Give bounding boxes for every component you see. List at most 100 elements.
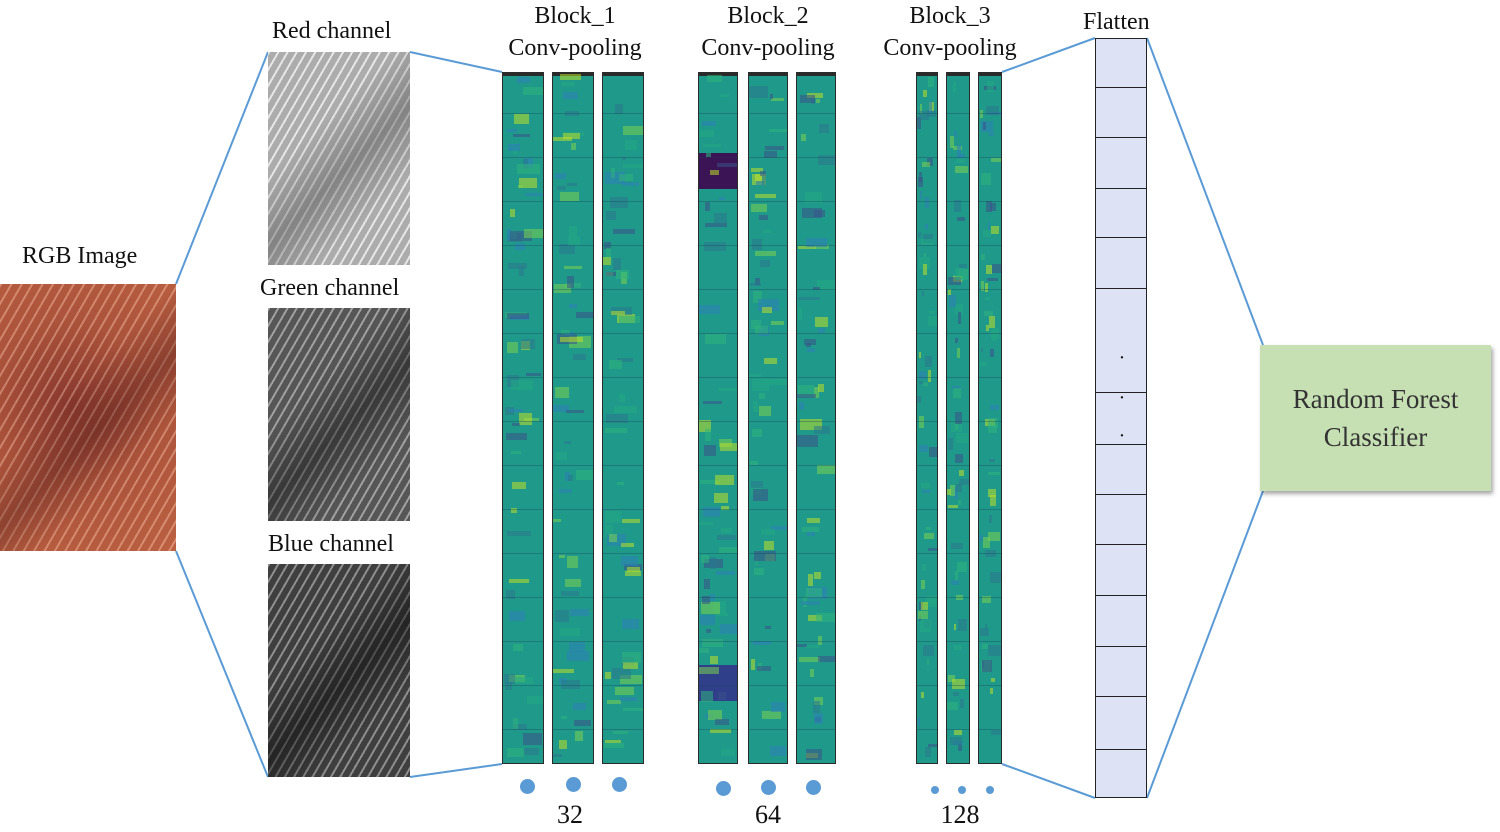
feature-activation (948, 277, 961, 285)
feature-activation (751, 239, 762, 250)
tile-separator (917, 553, 937, 554)
tile-separator (917, 245, 937, 246)
connector-channels-top (409, 51, 503, 73)
feature-activation (564, 111, 579, 116)
feature-activation (980, 348, 983, 352)
tile-separator (603, 641, 643, 642)
feature-activation (623, 126, 643, 135)
feature-activation (818, 656, 835, 662)
feature-activation (519, 178, 537, 188)
feature-activation (917, 396, 921, 403)
feature-activation (721, 528, 732, 533)
flatten-cell-divider (1096, 544, 1146, 545)
feature-activation (559, 192, 580, 201)
feature-activation (758, 393, 765, 399)
feature-activation (720, 506, 729, 510)
feature-activation (561, 680, 580, 689)
feature-activation (569, 609, 589, 616)
tile-separator (797, 157, 835, 158)
flatten-cell-divider (1096, 696, 1146, 697)
feature-activation (982, 230, 991, 237)
feature-activation (509, 579, 529, 583)
feature-activation (955, 423, 958, 430)
tile-separator (603, 421, 643, 422)
feature-activation (797, 644, 807, 647)
feature-activation (526, 696, 543, 704)
tile-separator (699, 201, 737, 202)
feature-activation (506, 748, 524, 757)
feature-activation (613, 229, 635, 234)
tile-separator (749, 553, 787, 554)
feature-activation (559, 489, 573, 493)
feature-activation (573, 720, 591, 726)
feature-activation (988, 489, 997, 497)
feature-activation (764, 541, 775, 550)
feature-activation (523, 733, 543, 745)
tile-separator (603, 245, 643, 246)
tile-separator (947, 113, 969, 114)
feature-activation (925, 527, 932, 530)
feature-activation (511, 482, 527, 489)
tile-separator (749, 685, 787, 686)
connector-flatten-top (1146, 37, 1264, 346)
feature-activation (567, 556, 578, 568)
feature-activation (925, 224, 928, 229)
feature-activation (987, 222, 991, 230)
feature-activation (622, 708, 643, 711)
filter-dot (566, 777, 581, 792)
feature-activation (955, 433, 969, 443)
tile-separator (979, 729, 1001, 730)
tile-separator (917, 729, 937, 730)
feature-activation (563, 133, 581, 139)
feature-activation (951, 580, 959, 585)
feature-activation (609, 197, 628, 208)
flatten-cell-divider (1096, 494, 1146, 495)
feature-activation (798, 297, 820, 300)
feature-activation (812, 701, 820, 713)
feature-activation (815, 99, 821, 103)
tile-separator (797, 421, 835, 422)
feature-activation (750, 320, 762, 329)
feature-activation (919, 445, 928, 452)
feature-activation (718, 692, 727, 700)
connector-block3-bottom (1001, 763, 1096, 799)
feature-activation (603, 257, 612, 265)
feature-activation (752, 379, 770, 391)
feature-activation (947, 489, 951, 495)
feature-activation (923, 383, 928, 386)
feature-activation (720, 94, 729, 97)
feature-activation (805, 192, 822, 203)
feature-activation (985, 265, 992, 274)
feature-activation (950, 136, 955, 148)
feature-activation (754, 326, 768, 334)
feature-activation (608, 534, 618, 542)
tile-separator (979, 509, 1001, 510)
feature-activation (610, 311, 625, 315)
feature-activation (622, 182, 640, 186)
feature-activation (710, 656, 718, 664)
block2-feature-map (796, 72, 836, 764)
feature-activation (617, 482, 624, 485)
green-channel-image (268, 308, 410, 521)
feature-activation (604, 672, 611, 679)
feature-activation (565, 579, 582, 587)
feature-activation (563, 441, 571, 444)
feature-activation (705, 153, 711, 157)
tile-separator (797, 333, 835, 334)
block2-feature-map (748, 72, 788, 764)
feature-activation (763, 358, 778, 364)
feature-activation (805, 238, 827, 247)
connector-block3-top (1001, 37, 1096, 73)
feature-activation (812, 287, 820, 290)
feature-activation (699, 305, 720, 314)
feature-activation (817, 155, 835, 165)
feature-activation (621, 519, 640, 523)
block1-filter-count: 32 (557, 800, 583, 829)
feature-activation (555, 452, 568, 460)
feature-activation (713, 213, 727, 223)
tile-separator (553, 157, 593, 158)
feature-activation (771, 526, 787, 530)
feature-activation (922, 490, 930, 493)
feature-activation (620, 556, 639, 566)
tile-separator (947, 289, 969, 290)
